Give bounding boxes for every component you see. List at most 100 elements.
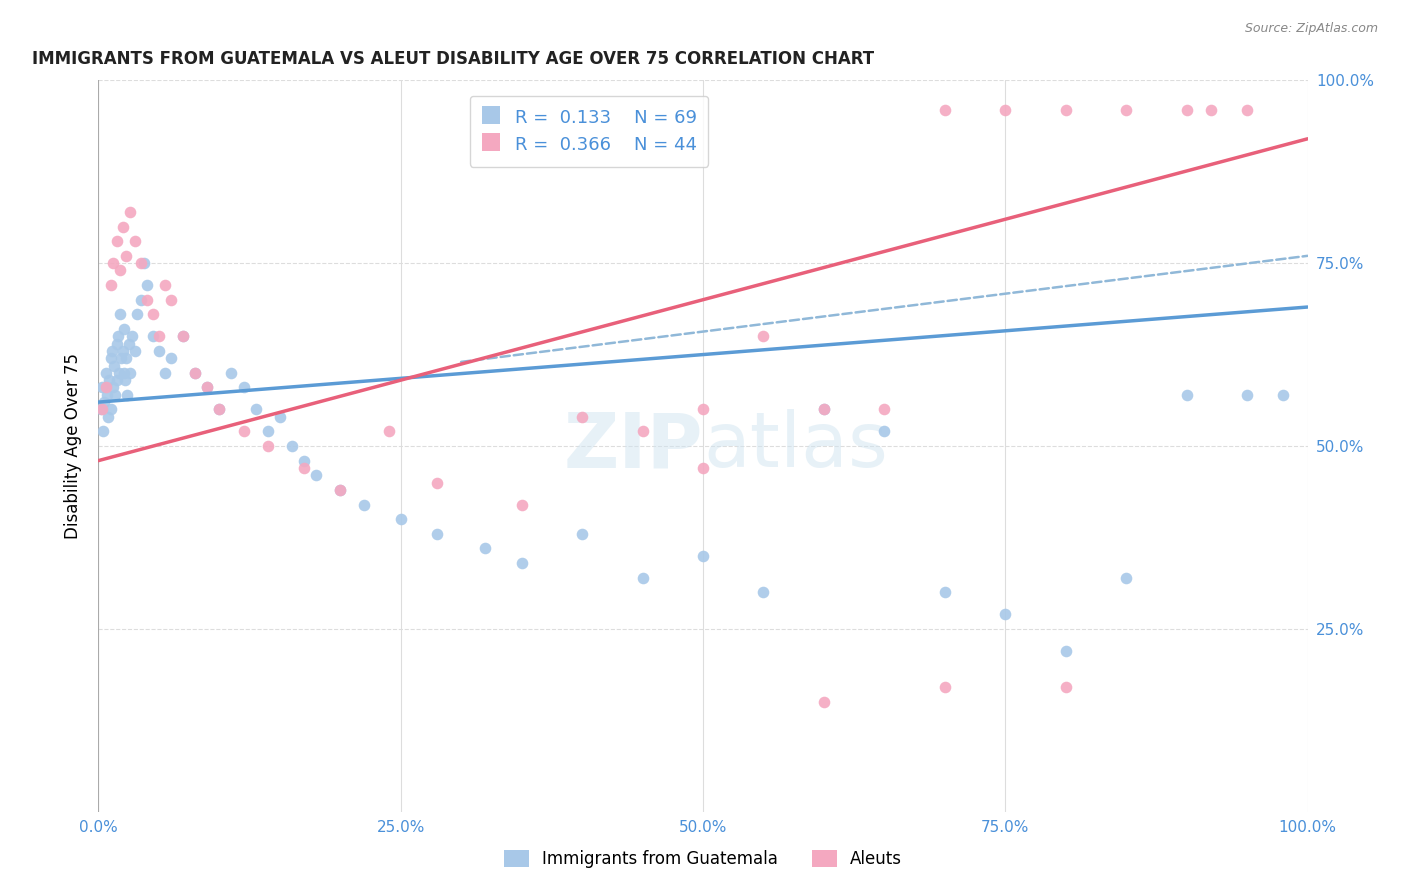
Point bbox=[994, 103, 1017, 117]
Text: ZIP: ZIP bbox=[564, 409, 703, 483]
Point bbox=[153, 278, 176, 293]
Point bbox=[97, 409, 120, 424]
Text: Source: ZipAtlas.com: Source: ZipAtlas.com bbox=[1244, 22, 1378, 36]
Point bbox=[292, 453, 315, 467]
Point bbox=[1175, 388, 1198, 402]
Point bbox=[426, 526, 449, 541]
Point bbox=[98, 373, 121, 387]
Point bbox=[1054, 681, 1077, 695]
Point bbox=[873, 402, 896, 417]
Legend: R =  0.133    N = 69, R =  0.366    N = 44: R = 0.133 N = 69, R = 0.366 N = 44 bbox=[470, 96, 709, 167]
Point bbox=[510, 498, 533, 512]
Point bbox=[112, 322, 135, 336]
Point bbox=[118, 366, 141, 380]
Point bbox=[104, 388, 127, 402]
Point bbox=[118, 336, 141, 351]
Point bbox=[100, 351, 122, 366]
Point bbox=[232, 425, 254, 439]
Point bbox=[305, 468, 328, 483]
Text: IMMIGRANTS FROM GUATEMALA VS ALEUT DISABILITY AGE OVER 75 CORRELATION CHART: IMMIGRANTS FROM GUATEMALA VS ALEUT DISAB… bbox=[32, 50, 875, 68]
Point bbox=[107, 329, 129, 343]
Point bbox=[105, 336, 128, 351]
Point bbox=[91, 380, 114, 394]
Point bbox=[142, 307, 165, 321]
Point bbox=[474, 541, 496, 556]
Point bbox=[232, 380, 254, 394]
Point bbox=[111, 343, 134, 358]
Point bbox=[269, 409, 291, 424]
Point bbox=[114, 373, 136, 387]
Point bbox=[752, 329, 775, 343]
Point bbox=[692, 402, 714, 417]
Point bbox=[101, 380, 124, 394]
Point bbox=[692, 549, 714, 563]
Point bbox=[94, 366, 117, 380]
Point bbox=[389, 512, 412, 526]
Point bbox=[148, 343, 170, 358]
Point bbox=[91, 425, 114, 439]
Point bbox=[1236, 103, 1258, 117]
Text: atlas: atlas bbox=[703, 409, 887, 483]
Point bbox=[208, 402, 231, 417]
Point bbox=[934, 681, 956, 695]
Point bbox=[148, 329, 170, 343]
Point bbox=[292, 461, 315, 475]
Point bbox=[96, 388, 118, 402]
Point bbox=[256, 439, 278, 453]
Point bbox=[110, 351, 132, 366]
Point bbox=[1236, 388, 1258, 402]
Point bbox=[129, 293, 152, 307]
Point bbox=[93, 395, 115, 409]
Point bbox=[111, 219, 134, 234]
Point bbox=[103, 359, 125, 373]
Point bbox=[1199, 103, 1222, 117]
Point bbox=[91, 402, 114, 417]
Point bbox=[1115, 571, 1137, 585]
Point bbox=[934, 585, 956, 599]
Point bbox=[121, 329, 143, 343]
Point bbox=[1115, 103, 1137, 117]
Point bbox=[108, 263, 131, 277]
Point bbox=[134, 256, 156, 270]
Point bbox=[873, 425, 896, 439]
Point bbox=[129, 256, 152, 270]
Point bbox=[172, 329, 194, 343]
Point bbox=[571, 409, 593, 424]
Point bbox=[426, 475, 449, 490]
Point bbox=[184, 366, 207, 380]
Point bbox=[112, 366, 135, 380]
Point bbox=[117, 388, 139, 402]
Point bbox=[101, 256, 124, 270]
Point bbox=[1054, 103, 1077, 117]
Point bbox=[329, 483, 352, 497]
Point bbox=[813, 695, 835, 709]
Legend: Immigrants from Guatemala, Aleuts: Immigrants from Guatemala, Aleuts bbox=[498, 843, 908, 875]
Point bbox=[124, 343, 146, 358]
Point bbox=[135, 278, 157, 293]
Point bbox=[195, 380, 218, 394]
Point bbox=[692, 461, 714, 475]
Point bbox=[377, 425, 399, 439]
Point bbox=[108, 366, 131, 380]
Point bbox=[100, 343, 122, 358]
Point bbox=[100, 278, 122, 293]
Point bbox=[108, 307, 131, 321]
Point bbox=[245, 402, 267, 417]
Point bbox=[994, 607, 1017, 622]
Point bbox=[118, 205, 141, 219]
Point bbox=[281, 439, 304, 453]
Point bbox=[153, 366, 176, 380]
Point bbox=[105, 234, 128, 248]
Point bbox=[115, 249, 138, 263]
Point bbox=[135, 293, 157, 307]
Point bbox=[510, 556, 533, 570]
Point bbox=[813, 402, 835, 417]
Point bbox=[184, 366, 207, 380]
Point bbox=[105, 373, 128, 387]
Point bbox=[1054, 644, 1077, 658]
Point bbox=[221, 366, 243, 380]
Point bbox=[631, 571, 654, 585]
Point bbox=[1272, 388, 1295, 402]
Point bbox=[813, 402, 835, 417]
Point bbox=[353, 498, 375, 512]
